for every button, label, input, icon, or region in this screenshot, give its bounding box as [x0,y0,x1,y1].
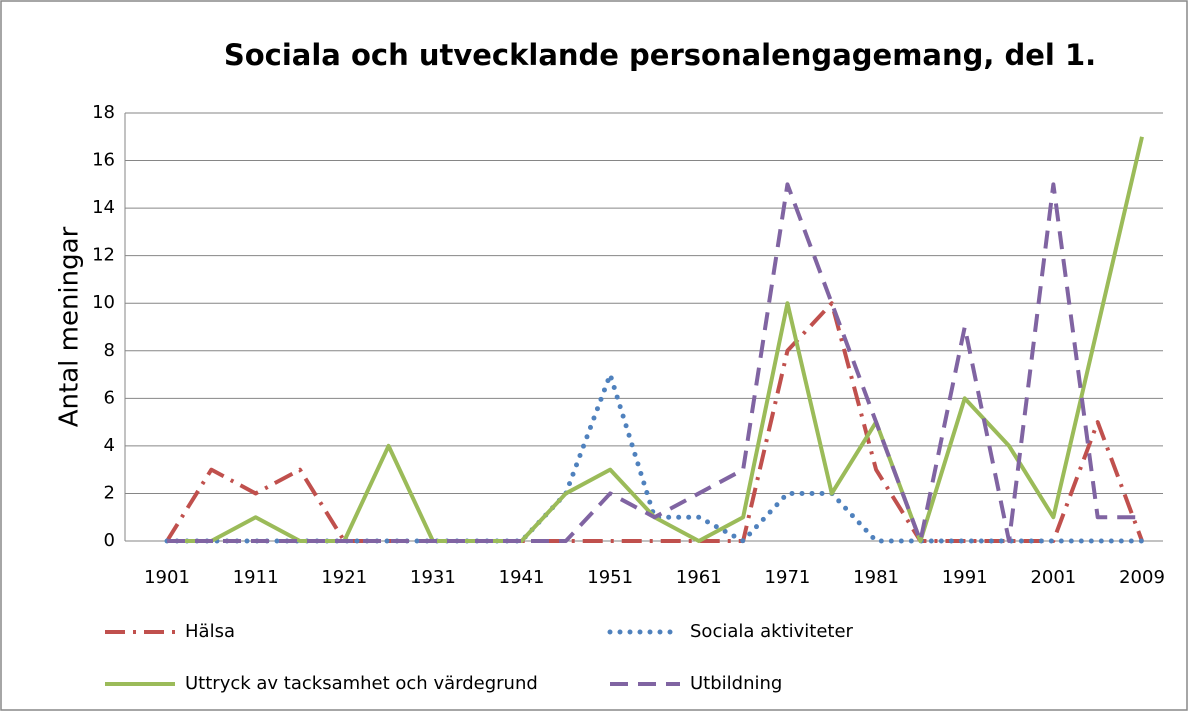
x-tick-label: 1951 [587,567,633,588]
x-tick-label: 2009 [1119,567,1165,588]
legend-label: Hälsa [185,621,235,642]
x-tick-label: 1981 [853,567,899,588]
x-tick-label: 2001 [1030,567,1076,588]
chart-title: Sociala och utvecklande personalengagema… [224,38,1096,72]
x-tick-label: 1941 [499,567,545,588]
y-tick-label: 4 [104,435,115,456]
x-tick-label: 1901 [144,567,190,588]
series-line [167,182,1142,543]
y-tick-label: 6 [104,387,115,408]
x-tick-label: 1961 [676,567,722,588]
x-tick-label: 1921 [321,567,367,588]
y-tick-label: 8 [104,340,115,361]
x-tick-label: 1911 [233,567,279,588]
y-tick-label: 12 [92,245,115,266]
series-line [165,301,1144,543]
legend-label: Uttryck av tacksamhet och värdegrund [185,673,538,694]
y-tick-label: 2 [104,482,115,503]
legend-label: Sociala aktiviteter [690,621,854,642]
y-tick-label: 18 [92,102,115,123]
x-tick-label: 1971 [765,567,811,588]
y-tick-label: 16 [92,150,115,171]
y-axis-label: Antal meningar [55,226,85,427]
y-tick-label: 10 [92,292,115,313]
x-tick-label: 1991 [942,567,988,588]
x-tick-label: 1931 [410,567,456,588]
y-tick-label: 14 [92,197,115,218]
legend-label: Utbildning [690,673,782,694]
y-tick-label: 0 [104,530,115,551]
